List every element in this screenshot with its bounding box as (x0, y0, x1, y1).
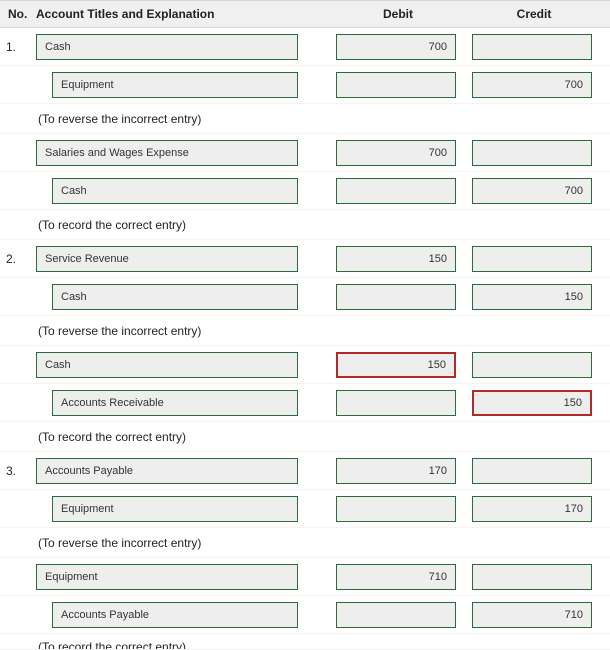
explain-row: (To reverse the incorrect entry) (0, 528, 610, 558)
entry-row: Accounts Payable 710 (0, 596, 610, 634)
account-title-field[interactable]: Accounts Payable (52, 602, 298, 628)
account-title-field[interactable]: Equipment (52, 496, 298, 522)
debit-field[interactable] (336, 72, 456, 98)
entry-row: 3.Accounts Payable 170 (0, 452, 610, 490)
account-title-field[interactable]: Cash (52, 284, 298, 310)
entry-row: Equipment 700 (0, 66, 610, 104)
entry-row: 1.Cash 700 (0, 28, 610, 66)
explanation-text: (To record the correct entry) (36, 640, 186, 650)
account-title-field[interactable]: Equipment (36, 564, 298, 590)
account-title-field[interactable]: Salaries and Wages Expense (36, 140, 298, 166)
row-number: 3. (0, 464, 36, 478)
explanation-text: (To record the correct entry) (36, 430, 186, 444)
credit-field[interactable] (472, 564, 592, 590)
debit-field[interactable]: 710 (336, 564, 456, 590)
credit-field[interactable]: 170 (472, 496, 592, 522)
debit-field[interactable] (336, 284, 456, 310)
header-no: No. (0, 7, 36, 21)
row-number: 2. (0, 252, 36, 266)
explanation-text: (To reverse the incorrect entry) (36, 536, 201, 550)
explain-row: (To record the correct entry) (0, 634, 610, 650)
account-title-field[interactable]: Cash (52, 178, 298, 204)
credit-field[interactable]: 150 (472, 390, 592, 416)
explanation-text: (To reverse the incorrect entry) (36, 324, 201, 338)
credit-field[interactable] (472, 34, 592, 60)
explain-row: (To reverse the incorrect entry) (0, 104, 610, 134)
debit-field[interactable]: 700 (336, 34, 456, 60)
header-row: No. Account Titles and Explanation Debit… (0, 0, 610, 28)
credit-field[interactable]: 710 (472, 602, 592, 628)
entry-row: Cash 700 (0, 172, 610, 210)
explain-row: (To record the correct entry) (0, 210, 610, 240)
row-number: 1. (0, 40, 36, 54)
account-title-field[interactable]: Accounts Payable (36, 458, 298, 484)
header-credit: Credit (466, 7, 602, 21)
explain-row: (To reverse the incorrect entry) (0, 316, 610, 346)
explanation-text: (To record the correct entry) (36, 218, 186, 232)
credit-field[interactable]: 700 (472, 72, 592, 98)
rows-container: 1.Cash700Equipment700(To reverse the inc… (0, 28, 610, 650)
explain-row: (To record the correct entry) (0, 422, 610, 452)
explanation-text: (To reverse the incorrect entry) (36, 112, 201, 126)
debit-field[interactable]: 170 (336, 458, 456, 484)
entry-row: Equipment 710 (0, 558, 610, 596)
debit-field[interactable]: 150 (336, 352, 456, 378)
account-title-field[interactable]: Cash (36, 34, 298, 60)
debit-field[interactable] (336, 602, 456, 628)
credit-field[interactable] (472, 458, 592, 484)
entry-row: Cash 150 (0, 346, 610, 384)
credit-field[interactable] (472, 246, 592, 272)
credit-field[interactable] (472, 140, 592, 166)
entry-row: Salaries and Wages Expense 700 (0, 134, 610, 172)
entry-row: Cash 150 (0, 278, 610, 316)
account-title-field[interactable]: Accounts Receivable (52, 390, 298, 416)
credit-field[interactable]: 150 (472, 284, 592, 310)
header-account: Account Titles and Explanation (36, 7, 330, 21)
account-title-field[interactable]: Cash (36, 352, 298, 378)
debit-field[interactable] (336, 390, 456, 416)
debit-field[interactable]: 150 (336, 246, 456, 272)
account-title-field[interactable]: Equipment (52, 72, 298, 98)
entry-row: 2.Service Revenue 150 (0, 240, 610, 278)
debit-field[interactable] (336, 496, 456, 522)
entry-row: Accounts Receivable 150 (0, 384, 610, 422)
credit-field[interactable] (472, 352, 592, 378)
debit-field[interactable]: 700 (336, 140, 456, 166)
account-title-field[interactable]: Service Revenue (36, 246, 298, 272)
credit-field[interactable]: 700 (472, 178, 592, 204)
header-debit: Debit (330, 7, 466, 21)
entry-row: Equipment 170 (0, 490, 610, 528)
debit-field[interactable] (336, 178, 456, 204)
